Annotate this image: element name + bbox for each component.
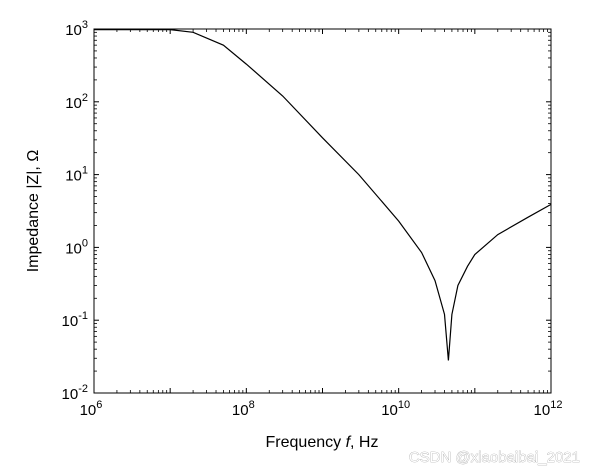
x-tick-label: 1012 [534, 399, 563, 419]
y-tick-labels: 103 102 101 100 10-1 10-2 [62, 19, 88, 403]
y-tick-label: 100 [65, 237, 88, 257]
y-tick-label: 10-1 [62, 310, 88, 330]
y-tick-label: 10-2 [62, 383, 88, 403]
y-tick-label: 102 [65, 92, 88, 112]
axis-ticks [93, 28, 552, 394]
x-tick-label: 1010 [381, 399, 410, 419]
x-axis-label: Frequency f, Hz [266, 434, 379, 451]
impedance-series-line [94, 29, 552, 361]
plot-area [93, 28, 552, 394]
x-tick-label: 106 [80, 399, 103, 419]
watermark: CSDN @xiaobaibai_2021 [409, 449, 580, 466]
x-tick-labels: 106 108 1010 1012 [80, 399, 563, 419]
y-tick-label: 103 [65, 19, 88, 39]
x-tick-label: 108 [232, 399, 255, 419]
y-tick-label: 101 [65, 165, 88, 185]
y-axis-label: Impedance |Z|, Ω [25, 150, 42, 273]
